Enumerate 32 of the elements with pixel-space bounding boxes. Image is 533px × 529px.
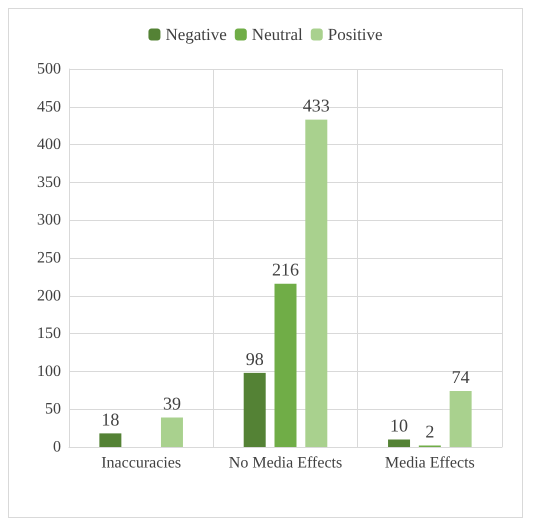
bar bbox=[99, 433, 122, 447]
y-tick-label: 300 bbox=[37, 212, 61, 229]
x-tick-label: Media Effects bbox=[384, 454, 475, 472]
data-label: 216 bbox=[272, 260, 299, 280]
y-tick-label: 400 bbox=[37, 136, 61, 154]
bar bbox=[305, 120, 328, 447]
bar bbox=[160, 418, 183, 447]
data-label: 98 bbox=[246, 348, 264, 369]
bar bbox=[244, 372, 266, 447]
y-tick-label: 500 bbox=[37, 60, 61, 78]
data-label: 10 bbox=[390, 415, 408, 436]
x-tick-label: Inaccuracies bbox=[101, 454, 182, 472]
y-tick-label: 100 bbox=[37, 362, 61, 380]
y-tick-label: 350 bbox=[37, 174, 61, 191]
data-label: 18 bbox=[101, 409, 120, 430]
y-tick-label: 200 bbox=[37, 287, 61, 304]
bar bbox=[450, 391, 472, 447]
data-label: 39 bbox=[162, 394, 181, 414]
y-tick-label: 250 bbox=[37, 250, 61, 266]
bar bbox=[274, 284, 296, 447]
data-label: 433 bbox=[302, 96, 330, 116]
x-tick-label: No Media Effects bbox=[228, 454, 342, 472]
y-tick-label: 0 bbox=[53, 438, 61, 456]
y-tick-label: 150 bbox=[37, 325, 61, 342]
y-tick-label: 50 bbox=[45, 400, 61, 418]
legend-label: Positive bbox=[328, 25, 383, 44]
data-label: 2 bbox=[425, 421, 434, 442]
data-label: 74 bbox=[452, 367, 470, 388]
legend-label: Neutral bbox=[252, 25, 304, 44]
bar bbox=[388, 439, 410, 447]
y-tick-label: 450 bbox=[37, 98, 61, 116]
legend-label: Negative bbox=[165, 25, 227, 44]
